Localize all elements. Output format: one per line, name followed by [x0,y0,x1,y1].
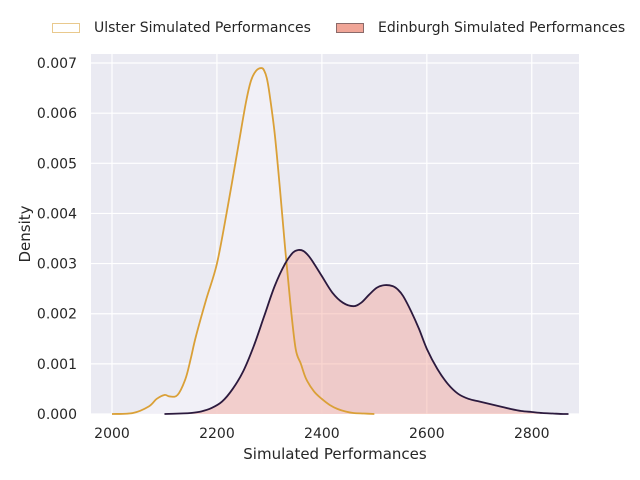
plot-area [91,54,579,414]
y-tick-label: 0.001 [37,357,77,373]
x-tick-label: 2200 [199,426,235,442]
tick-labels: 2000 2200 2400 2600 2800 0.000 0.001 0.002 0.003… [37,56,550,442]
y-tick-label: 0.005 [37,156,77,172]
y-tick-label: 0.006 [37,106,77,122]
series-area-ulster [111,68,375,414]
series-area-edinburgh [164,249,569,415]
y-tick-label: 0.007 [37,56,77,72]
x-axis-label: Simulated Performances [243,445,427,463]
y-tick-label: 0.002 [37,307,77,323]
series-line-ulster [111,67,375,415]
series-layer [111,67,569,415]
legend-label-ulster: Ulster Simulated Performances [94,20,311,36]
legend-label-edinburgh: Edinburgh Simulated Performances [378,20,626,36]
legend-item-edinburgh: Edinburgh Simulated Performances [336,20,625,36]
x-tick-label: 2800 [514,426,550,442]
gridlines [91,54,579,415]
y-tick-label: 0.000 [37,407,77,423]
legend-swatch-ulster [52,23,80,33]
x-tick-label: 2000 [94,426,130,442]
y-tick-label: 0.003 [37,257,77,273]
legend-item-ulster: Ulster Simulated Performances [52,20,311,36]
legend: Ulster Simulated Performances Edinburgh … [0,20,640,42]
x-tick-label: 2400 [304,426,340,442]
y-tick-label: 0.004 [37,206,77,222]
x-tick-label: 2600 [409,426,445,442]
series-line-edinburgh [164,249,569,415]
legend-swatch-edinburgh [336,23,364,33]
y-axis-label: Density [16,205,34,262]
